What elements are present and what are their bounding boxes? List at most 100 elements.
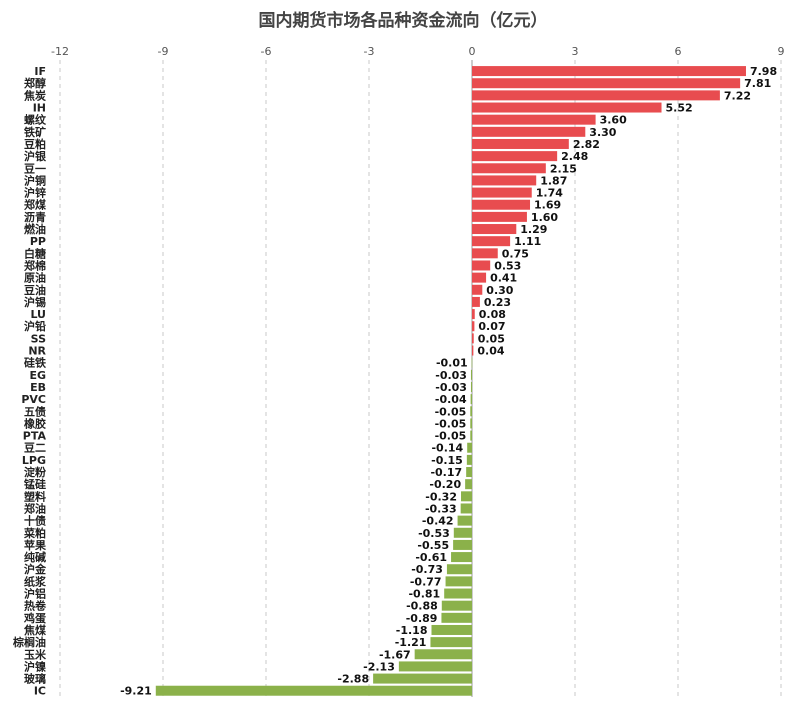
value-label: -1.18 xyxy=(396,624,428,637)
value-labels: 7.987.817.22 5.52 3.603.302.822.482.151.87… xyxy=(120,65,777,698)
category-label: 沪铜 xyxy=(24,173,46,187)
category-label: IH xyxy=(33,102,46,115)
value-label: -0.20 xyxy=(429,478,461,491)
bar xyxy=(470,381,472,392)
category-labels: IF郑醇焦炭IH螺纹铁矿豆粕沪银豆一沪铜沪锌郑煤沥青燃油PP白糖郑棉原油豆油沪锡… xyxy=(12,65,47,698)
bar xyxy=(472,248,498,259)
bar xyxy=(373,673,472,684)
category-label: 橡胶 xyxy=(24,416,46,430)
value-label: 1.87 xyxy=(540,174,567,187)
x-tick-label: -3 xyxy=(364,45,375,58)
bar xyxy=(441,612,472,623)
value-label: -0.03 xyxy=(435,381,467,394)
category-label: 纯碱 xyxy=(24,550,46,564)
value-label: -1.67 xyxy=(379,648,411,661)
bar xyxy=(430,637,472,648)
value-label: 3.30 xyxy=(589,126,616,139)
value-label: 0.05 xyxy=(478,332,505,345)
category-label: 郑煤 xyxy=(24,198,47,212)
x-tick-label: -12 xyxy=(51,45,69,58)
value-label: 7.98 xyxy=(750,65,777,78)
bar xyxy=(155,685,473,696)
category-label: 沪银 xyxy=(24,149,47,163)
value-label: -0.32 xyxy=(425,490,457,503)
value-label: -0.33 xyxy=(425,502,457,515)
bar xyxy=(470,369,472,380)
value-label: 2.48 xyxy=(561,150,588,163)
bar xyxy=(398,661,472,672)
bar xyxy=(472,114,596,125)
value-label: 1.11 xyxy=(514,235,541,248)
value-label: -0.81 xyxy=(408,588,440,601)
category-label: LPG xyxy=(22,454,46,467)
value-label: 1.74 xyxy=(536,187,563,200)
bar xyxy=(472,284,483,295)
x-tick-label: -6 xyxy=(261,45,272,58)
value-label: -1.21 xyxy=(395,636,427,649)
category-label: 十债 xyxy=(24,514,46,528)
category-label: 焦炭 xyxy=(23,88,46,102)
bar xyxy=(472,211,527,222)
value-label: -0.53 xyxy=(418,527,450,540)
value-label: 0.53 xyxy=(494,259,521,272)
category-label: 鸡蛋 xyxy=(23,611,47,625)
x-axis-ticks: -12 -9 -6 -3 0 3 6 9 xyxy=(51,45,784,58)
chart-title: 国内期货市场各品种资金流向（亿元） xyxy=(258,11,548,31)
bar xyxy=(470,394,472,405)
value-label: -0.05 xyxy=(435,430,467,443)
category-label: 淀粉 xyxy=(24,465,46,479)
category-label: 玉米 xyxy=(24,647,47,661)
value-label: -0.05 xyxy=(435,417,467,430)
category-label: PP xyxy=(30,235,46,248)
value-label: -9.21 xyxy=(120,685,152,698)
category-label: 沪锌 xyxy=(24,186,46,200)
bar xyxy=(472,345,474,356)
category-label: 郑油 xyxy=(24,501,46,515)
bar xyxy=(465,479,472,490)
value-label: 0.30 xyxy=(486,284,513,297)
category-label: 豆二 xyxy=(24,442,46,455)
category-label: 沪铝 xyxy=(24,587,46,601)
value-label: 5.52 xyxy=(666,102,693,115)
bar xyxy=(472,321,475,332)
value-label: -0.04 xyxy=(435,393,467,406)
value-label: 7.81 xyxy=(744,77,771,90)
category-label: 五债 xyxy=(24,404,46,418)
category-label: 沪镍 xyxy=(24,659,46,673)
category-label: 沪金 xyxy=(24,562,47,576)
bar xyxy=(446,564,472,575)
category-label: 沪锡 xyxy=(24,295,46,309)
value-label: 0.04 xyxy=(477,345,504,358)
x-tick-label: 3 xyxy=(572,45,579,58)
category-label: EG xyxy=(29,369,46,382)
category-label: 沥青 xyxy=(24,210,46,224)
bar xyxy=(466,467,472,478)
bar xyxy=(472,272,487,283)
category-label: 螺纹 xyxy=(24,113,47,127)
category-label: 热卷 xyxy=(24,599,47,613)
bar xyxy=(470,430,472,441)
category-label: NR xyxy=(28,345,46,358)
x-tick-label: 0 xyxy=(469,45,476,58)
value-label: 2.15 xyxy=(550,162,577,175)
category-label: 铁矿 xyxy=(24,125,46,139)
bar xyxy=(472,102,662,113)
x-tick-label: 6 xyxy=(675,45,682,58)
bar xyxy=(472,151,558,162)
value-label: 1.60 xyxy=(531,211,558,224)
category-label: 豆一 xyxy=(24,162,46,175)
bar xyxy=(414,649,472,660)
bar xyxy=(470,418,472,429)
value-label: 3.60 xyxy=(600,114,627,127)
category-label: PTA xyxy=(23,430,47,443)
bar xyxy=(472,126,586,137)
bar xyxy=(472,236,511,247)
bar xyxy=(471,357,473,368)
category-label: 塑料 xyxy=(24,489,46,503)
bar xyxy=(472,296,480,307)
value-label: 1.29 xyxy=(520,223,547,236)
category-label: 苹果 xyxy=(24,538,46,552)
bar xyxy=(472,163,546,174)
value-label: 0.23 xyxy=(484,296,511,309)
bar xyxy=(461,491,472,502)
